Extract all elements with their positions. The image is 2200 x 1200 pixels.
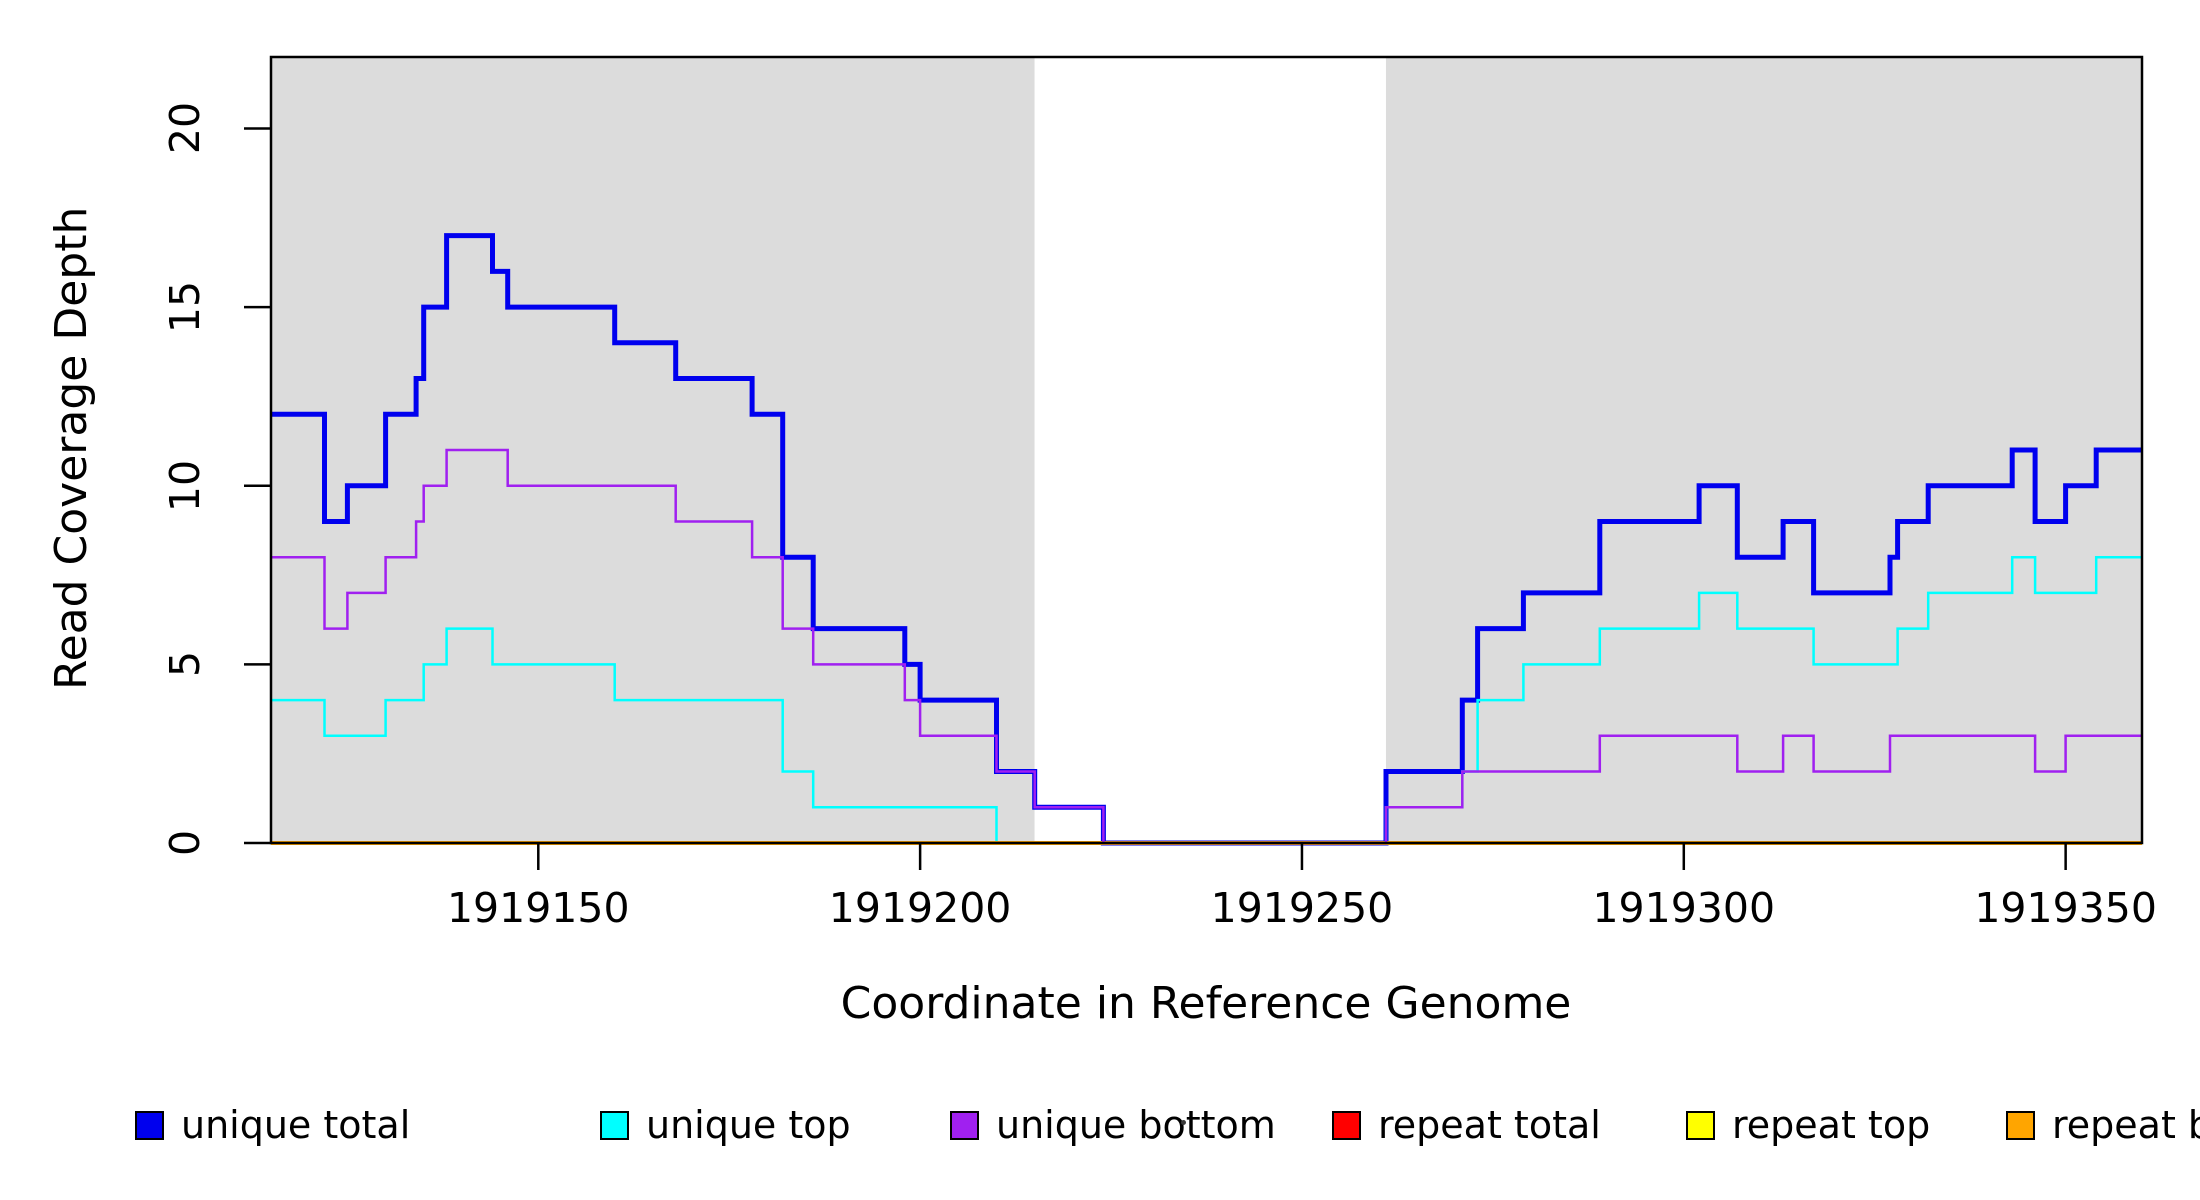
legend-item-repeat-bottom: repeat bottom [2006, 1100, 2200, 1150]
x-tick-label: 1919150 [446, 884, 630, 932]
legend-swatch-icon [135, 1110, 164, 1140]
y-tick-label: 15 [161, 281, 209, 334]
legend-item-unique-total: unique total [135, 1100, 410, 1150]
legend-item-repeat-top: repeat top [1686, 1100, 1930, 1150]
y-tick-label: 0 [161, 829, 209, 857]
stray-dot [1181, 1120, 1186, 1125]
legend-swatch-icon [1686, 1110, 1715, 1140]
y-axis-title: Read Coverage Depth [46, 206, 97, 690]
x-tick-label: 1919300 [1592, 884, 1776, 932]
legend-swatch-icon [950, 1110, 979, 1140]
plot-box [269, 55, 2144, 845]
legend-swatch-icon [2006, 1110, 2035, 1140]
x-tick-label: 1919250 [1210, 884, 1394, 932]
x-axis-title: Coordinate in Reference Genome [840, 978, 1572, 1029]
legend-item-unique-bottom: unique bottom [950, 1100, 1276, 1150]
legend-label: repeat top [1732, 1103, 1931, 1147]
legend: unique total unique top unique bottom repea… [0, 1100, 2200, 1160]
y-tick-label: 20 [161, 102, 209, 155]
legend-swatch-icon [600, 1110, 629, 1140]
legend-label: unique bottom [996, 1103, 1276, 1147]
x-tick-label: 1919200 [828, 884, 1012, 932]
legend-label: unique total [181, 1103, 411, 1147]
legend-swatch-icon [1332, 1110, 1361, 1140]
legend-item-unique-top: unique top [600, 1100, 851, 1150]
left-gray-band [271, 57, 1035, 843]
legend-label: unique top [646, 1103, 851, 1147]
x-tick-label: 1919350 [1974, 884, 2157, 932]
white-gap [1034, 57, 1386, 843]
legend-item-repeat-total: repeat total [1332, 1100, 1601, 1150]
series-unique-bottom [271, 448, 2142, 845]
y-tick-label: 10 [161, 459, 209, 512]
legend-label: repeat bottom [2052, 1103, 2200, 1147]
legend-label: repeat total [1378, 1103, 1601, 1147]
y-tick-label: 5 [161, 651, 209, 678]
